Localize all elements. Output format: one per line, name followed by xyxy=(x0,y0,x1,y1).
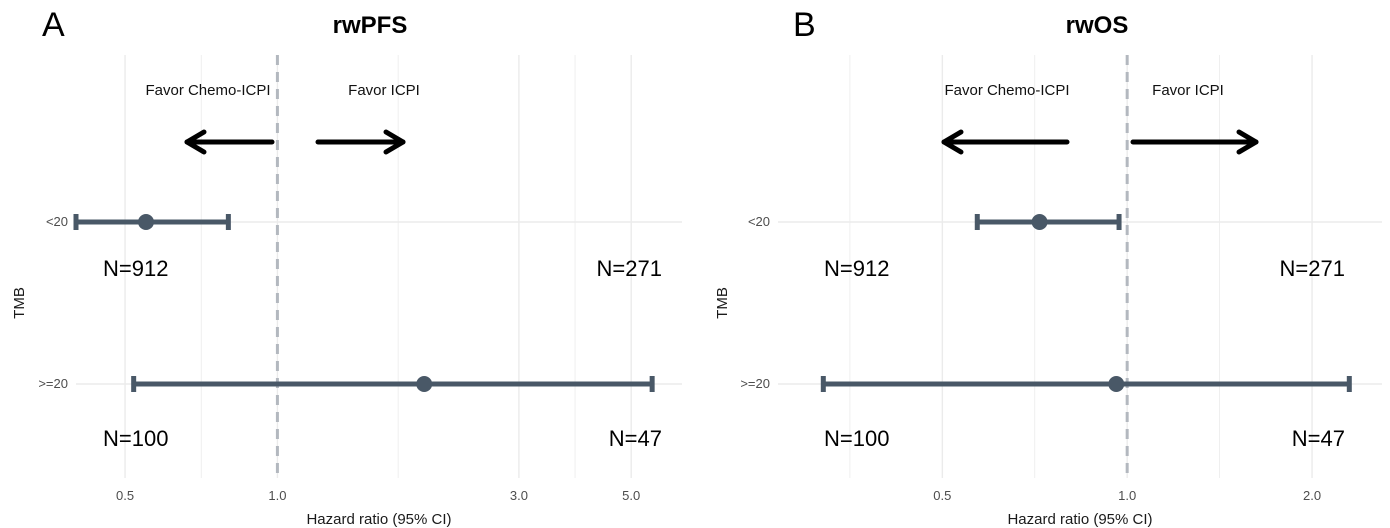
arrow-head xyxy=(941,129,964,155)
y-tick-label: <20 xyxy=(748,214,770,229)
favor-left-arrow xyxy=(941,129,1070,155)
panel-a: 0.5 1.0 3.0 5.0 <20 >=20 N=912 N=271 N=100 N=47 Fa… xyxy=(11,6,682,528)
arrow-head xyxy=(383,129,406,155)
panel-b: 0.5 1.0 2.0 <20 >=20 N=912 N=271 N=100 N=47 Favor… xyxy=(714,6,1382,528)
x-tick-label: 2.0 xyxy=(1303,488,1321,503)
favor-right-arrow xyxy=(1130,129,1259,155)
favor-right-label: Favor ICPI xyxy=(348,82,420,99)
estimate-row-2 xyxy=(131,376,655,392)
n-label-right: N=47 xyxy=(609,426,662,451)
panel-letter: B xyxy=(793,6,816,44)
favor-left-label: Favor Chemo-ICPI xyxy=(145,82,270,99)
n-label-left: N=100 xyxy=(103,426,168,451)
x-tick-label: 5.0 xyxy=(622,488,640,503)
arrow-head xyxy=(184,129,207,155)
n-label-right: N=47 xyxy=(1292,426,1345,451)
x-tick-label: 1.0 xyxy=(1118,488,1136,503)
point-estimate xyxy=(138,214,155,230)
n-label-left: N=912 xyxy=(103,256,168,281)
x-axis-label: Hazard ratio (95% CI) xyxy=(306,511,451,528)
estimate-row-2 xyxy=(820,376,1352,392)
n-label-left: N=100 xyxy=(824,426,889,451)
arrow-head xyxy=(1236,129,1259,155)
x-tick-label: 0.5 xyxy=(116,488,134,503)
favor-left-arrow xyxy=(184,129,275,155)
n-label-right: N=271 xyxy=(1280,256,1345,281)
y-tick-label: >=20 xyxy=(740,376,770,391)
estimate-row-1 xyxy=(73,214,231,230)
x-tick-label: 3.0 xyxy=(510,488,528,503)
n-label-right: N=271 xyxy=(597,256,662,281)
y-axis-label: TMB xyxy=(714,287,731,319)
x-tick-label: 0.5 xyxy=(933,488,951,503)
point-estimate xyxy=(1108,376,1125,392)
y-tick-label: >=20 xyxy=(38,376,68,391)
n-label-left: N=912 xyxy=(824,256,889,281)
x-tick-label: 1.0 xyxy=(268,488,286,503)
chart-title: rwOS xyxy=(1066,12,1129,39)
chart-title: rwPFS xyxy=(333,12,408,39)
favor-left-label: Favor Chemo-ICPI xyxy=(944,82,1069,99)
panel-letter: A xyxy=(42,6,65,44)
x-axis-label: Hazard ratio (95% CI) xyxy=(1007,511,1152,528)
y-tick-label: <20 xyxy=(46,214,68,229)
estimate-row-1 xyxy=(974,214,1122,230)
favor-right-label: Favor ICPI xyxy=(1152,82,1224,99)
y-axis-label: TMB xyxy=(11,287,28,319)
point-estimate xyxy=(1031,214,1048,230)
favor-right-arrow xyxy=(315,129,406,155)
point-estimate xyxy=(416,376,433,392)
